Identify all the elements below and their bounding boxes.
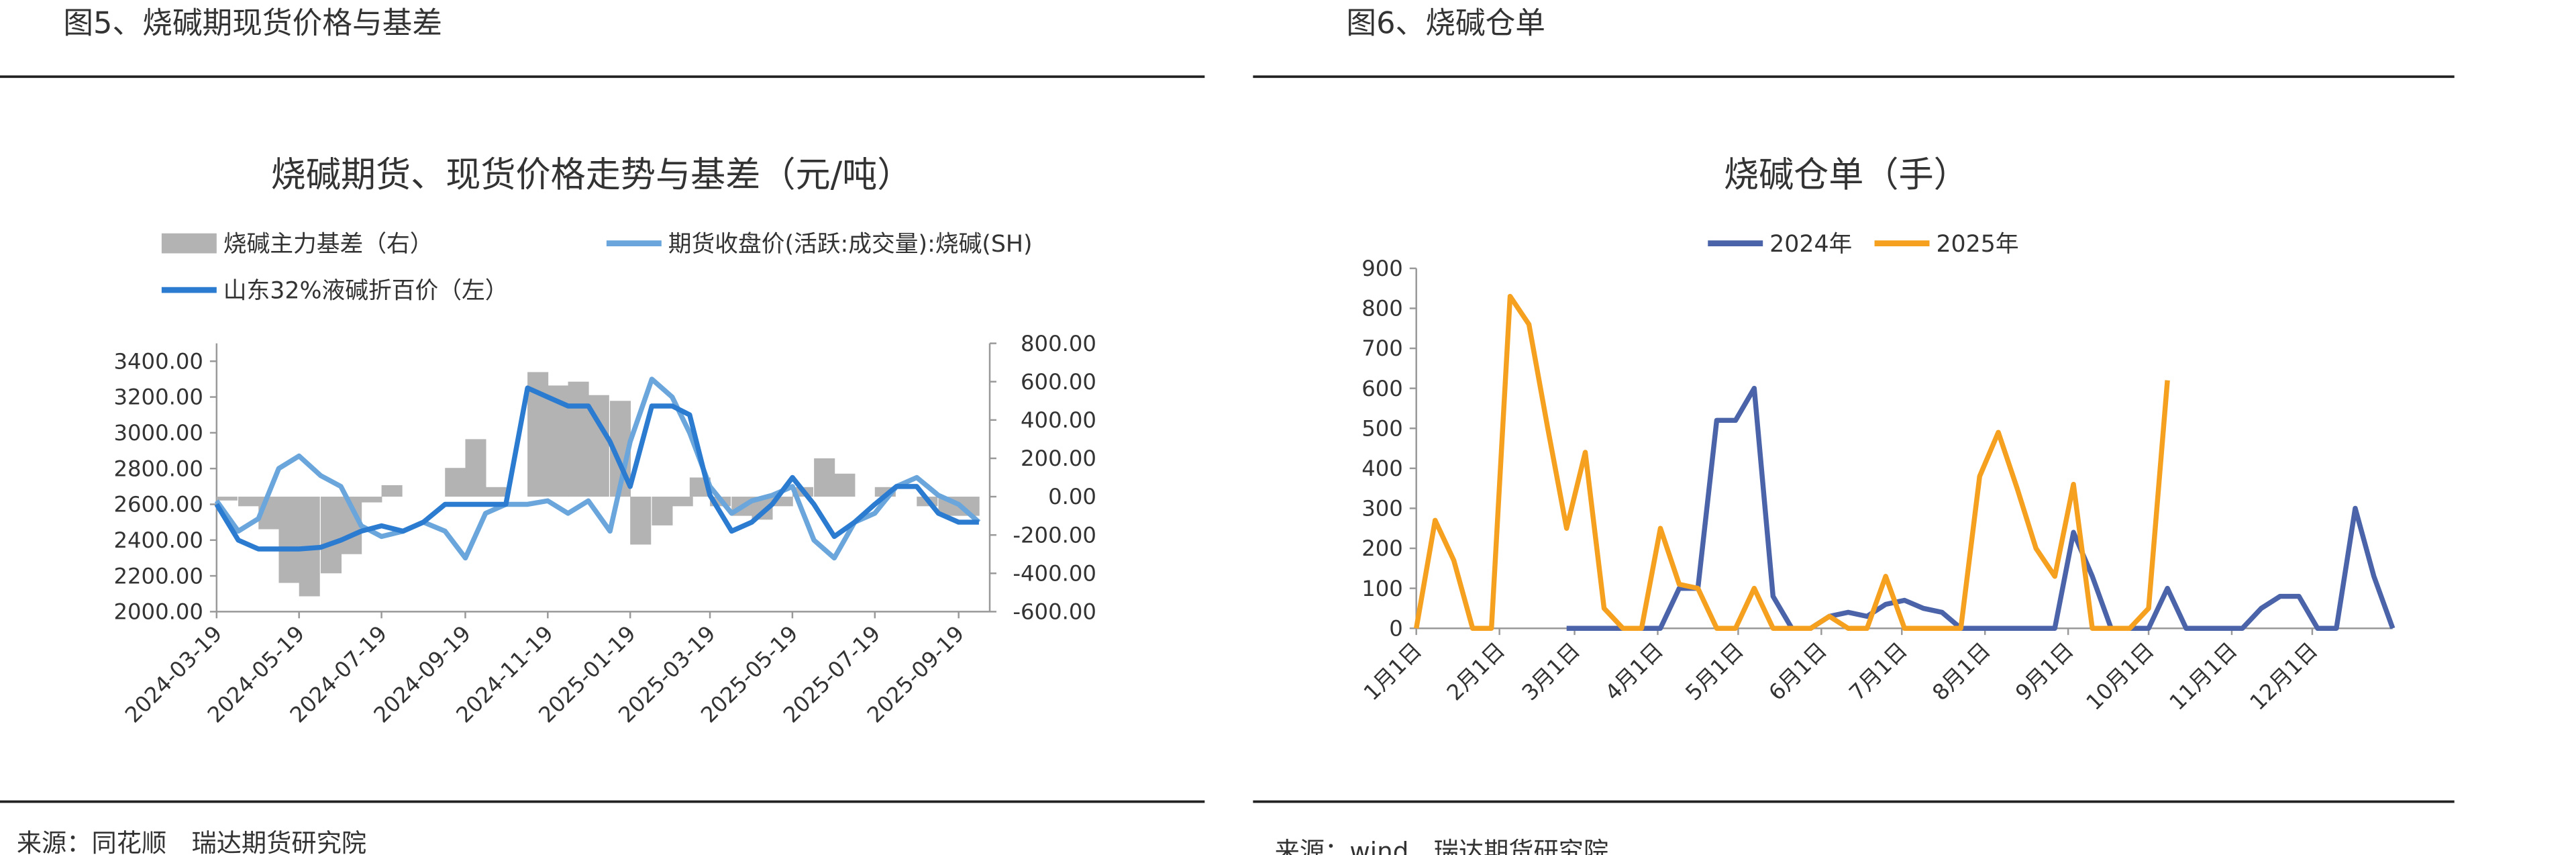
y-tick-label: 2600.00 [114, 492, 203, 517]
legend-swatch [161, 233, 217, 254]
y2-tick-label: -600.00 [1013, 599, 1096, 625]
y-tick-label: 900 [1361, 256, 1403, 281]
x-tick-label: 8月1日 [1927, 638, 1996, 706]
y-tick-label: 0 [1389, 615, 1403, 641]
y-tick-label: 200 [1361, 536, 1403, 561]
x-tick-label: 10月1日 [2081, 638, 2159, 715]
bar [361, 497, 382, 503]
legend-label: 山东32%液碱折百价（左） [223, 278, 509, 305]
x-tick-label: 4月1日 [1600, 638, 1669, 706]
figure-heading: 图6、烧碱仓单 [1346, 6, 1545, 41]
legend-label: 2025年 [1936, 231, 2018, 258]
x-tick-label: 11月1日 [2165, 638, 2243, 715]
y-tick-label: 500 [1361, 415, 1403, 441]
source: 来源：同花顺 瑞达期货研究院 [17, 828, 366, 855]
bar [381, 485, 403, 497]
bar [278, 497, 300, 583]
series-line [214, 385, 979, 552]
x-tick-label: 7月1日 [1844, 638, 1912, 706]
bar [630, 497, 652, 545]
y-tick-label: 600 [1361, 376, 1403, 401]
y2-tick-label: 200.00 [1021, 446, 1096, 471]
legend-label: 期货收盘价(活跃:成交量):烧碱(SH) [668, 231, 1033, 258]
legend-label: 烧碱主力基差（右） [223, 231, 433, 258]
y2-tick-label: -400.00 [1013, 560, 1096, 586]
y-tick-label: 2200.00 [114, 563, 203, 589]
bar [568, 381, 589, 497]
x-tick-label: 12月1日 [2245, 638, 2322, 715]
bar [485, 487, 507, 497]
y2-tick-label: -200.00 [1013, 522, 1096, 548]
bar [814, 458, 835, 497]
y-tick-label: 700 [1361, 336, 1403, 361]
y-tick-label: 100 [1361, 576, 1403, 601]
y-tick-label: 800 [1361, 296, 1403, 321]
bar [216, 497, 238, 501]
bar [834, 473, 856, 497]
x-tick-label: 9月1日 [2010, 638, 2079, 706]
bar [672, 497, 693, 507]
chart-title: 烧碱仓单（手） [1724, 155, 1969, 195]
y-tick-label: 2000.00 [114, 599, 203, 625]
x-tick-label: 3月1日 [1517, 638, 1586, 706]
source: 来源：wind 瑞达期货研究院 [1275, 836, 1609, 855]
y-tick-label: 3000.00 [114, 420, 203, 446]
bar [465, 439, 486, 497]
series-line [214, 376, 981, 561]
legend-label: 2024年 [1769, 231, 1852, 258]
bar [445, 468, 466, 497]
bar [652, 497, 673, 525]
y-tick-label: 3200.00 [114, 385, 203, 410]
y2-tick-label: 800.00 [1021, 331, 1096, 356]
y-tick-label: 3400.00 [114, 348, 203, 374]
y-tick-label: 400 [1361, 456, 1403, 481]
y-tick-label: 2400.00 [114, 527, 203, 553]
x-tick-label: 1月1日 [1359, 638, 1427, 706]
bar [320, 497, 342, 574]
series-line [1414, 293, 2170, 631]
x-tick-label: 5月1日 [1680, 638, 1749, 706]
x-tick-label: 6月1日 [1763, 638, 1832, 706]
y2-tick-label: 0.00 [1048, 484, 1096, 509]
y2-tick-label: 400.00 [1021, 407, 1096, 433]
y-tick-label: 2800.00 [114, 456, 203, 481]
y2-tick-label: 600.00 [1021, 369, 1096, 395]
chart-title: 烧碱期货、现货价格走势与基差（元/吨） [271, 155, 913, 195]
bar [238, 497, 260, 507]
y-tick-label: 300 [1361, 496, 1403, 521]
series-line [1566, 385, 2395, 631]
x-tick-label: 2月1日 [1442, 638, 1510, 706]
figure-heading: 图5、烧碱期现货价格与基差 [63, 6, 442, 41]
